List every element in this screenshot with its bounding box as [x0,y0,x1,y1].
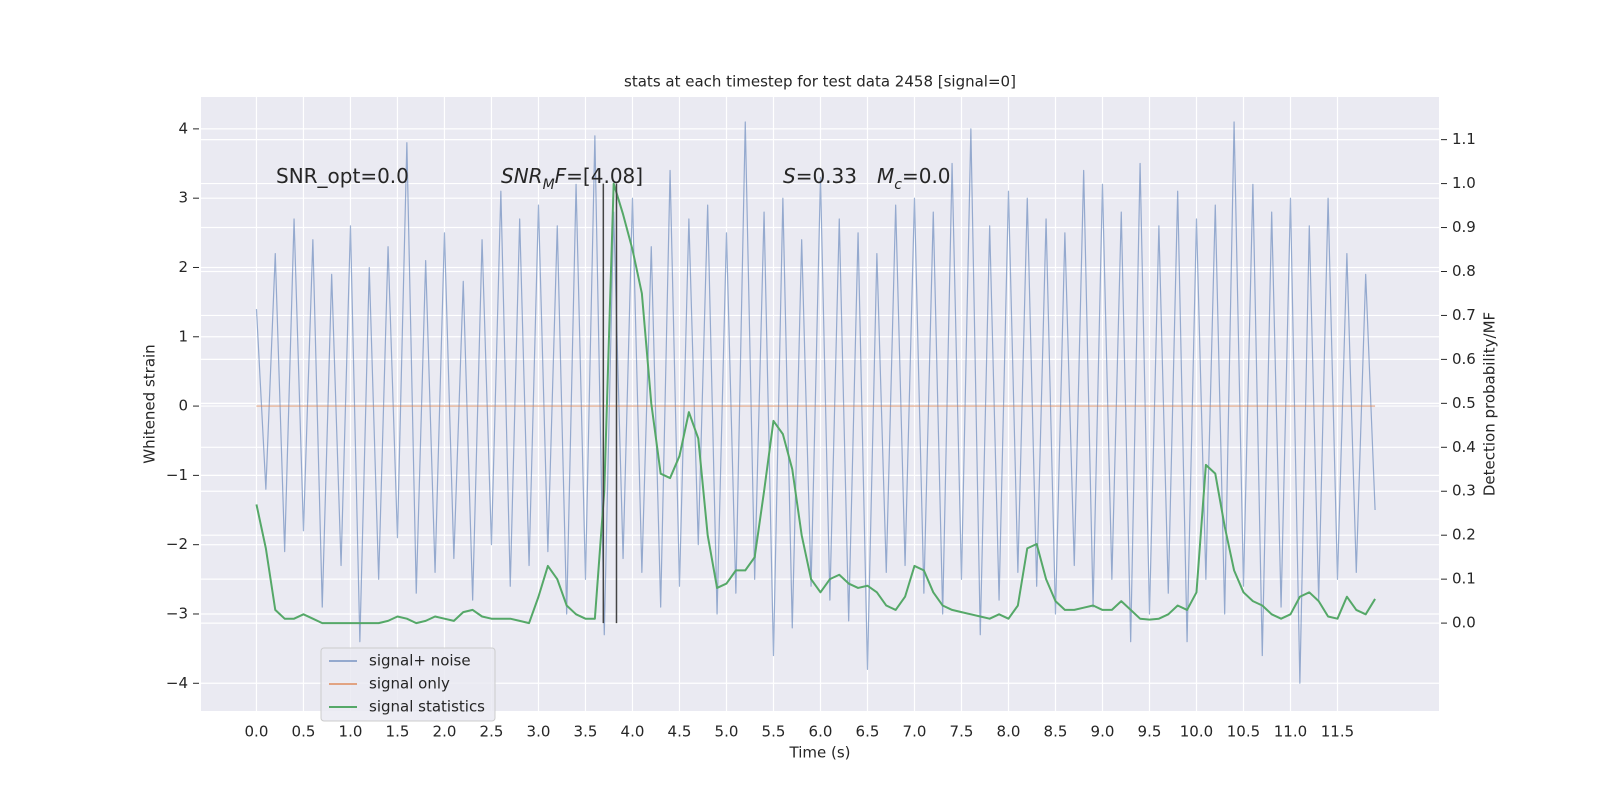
legend-box [320,647,496,722]
x-tick-label: 7.5 [950,723,974,741]
annotation-part: S [783,164,796,188]
x-tick-label: 6.5 [856,723,880,741]
y-tick-label: −3 [166,604,188,622]
x-tick-label: 1.5 [386,723,410,741]
x-tick-label: 3.5 [574,723,598,741]
y2-tick-label: 0.3 [1452,482,1476,500]
x-tick-label: 9.0 [1091,723,1115,741]
y2-tick-label: 0.1 [1452,570,1476,588]
series-line [255,121,1376,684]
legend-label: signal statistics [369,698,485,716]
x-tick-label: 5.0 [715,723,739,741]
x-tick-label: 10.5 [1227,723,1260,741]
y2-tick-label: 0.7 [1452,306,1476,324]
y2-tick-label: 0.8 [1452,262,1476,280]
annotation-part: =0.0 [902,164,951,188]
annotation-part: =0.33 [796,164,857,188]
x-tick-label: 2.5 [480,723,504,741]
y2-tick-label: 0.4 [1452,438,1476,456]
annotation-part: M [543,177,555,193]
x-tick-label: 0.0 [245,723,269,741]
annotation: S=0.33 [783,164,857,188]
y2-tick-label: 0.5 [1452,394,1476,412]
y-axis-label: Whitened strain [141,344,159,463]
series-line [255,182,1376,625]
annotation-part: F [555,164,567,188]
annotation-part: c [894,177,902,193]
x-tick-label: 1.0 [339,723,363,741]
y-tick-label: 4 [178,119,188,137]
y-tick-label: 0 [178,397,188,415]
y2-tick-label: 0.2 [1452,526,1476,544]
legend-label: signal only [369,675,450,693]
annotation: SNRMF=[4.08] [501,164,643,194]
chart-title: stats at each timestep for test data 245… [624,73,1016,91]
y2-tick-label: 0.0 [1452,614,1476,632]
y-tick-label: 2 [178,258,188,276]
x-tick-label: 10.0 [1180,723,1213,741]
x-tick-label: 7.0 [903,723,927,741]
y2-tick-label: 1.1 [1452,130,1476,148]
annotation: SNR_opt=0.0 [276,164,409,188]
y2-tick-label: 0.6 [1452,350,1476,368]
x-tick-label: 8.0 [997,723,1021,741]
y-tick-label: −4 [166,674,188,692]
x-tick-label: 4.5 [668,723,692,741]
x-axis-label: Time (s) [789,744,851,762]
x-tick-label: 11.0 [1274,723,1307,741]
annotation-part: M [877,164,894,188]
x-tick-label: 11.5 [1321,723,1354,741]
x-tick-label: 0.5 [292,723,316,741]
annotation: Mc=0.0 [877,164,951,194]
x-tick-label: 4.0 [621,723,645,741]
y-tick-label: −1 [166,466,188,484]
x-tick-label: 3.0 [527,723,551,741]
y-tick-label: −2 [166,535,188,553]
x-tick-label: 6.0 [809,723,833,741]
y-tick-label: 3 [178,189,188,207]
x-tick-label: 8.5 [1044,723,1068,741]
x-tick-label: 5.5 [762,723,786,741]
y2-tick-label: 0.9 [1452,218,1476,236]
x-tick-label: 2.0 [433,723,457,741]
legend-label: signal+ noise [369,652,471,670]
annotation-part: SNR_opt=0.0 [276,164,409,188]
annotation-part: =[4.08] [566,164,643,188]
annotation-part: SNR [501,164,543,188]
y2-tick-label: 1.0 [1452,174,1476,192]
x-tick-label: 9.5 [1138,723,1162,741]
y-tick-label: 1 [178,327,188,345]
y2-axis-label: Detection probability/MF [1481,312,1499,496]
